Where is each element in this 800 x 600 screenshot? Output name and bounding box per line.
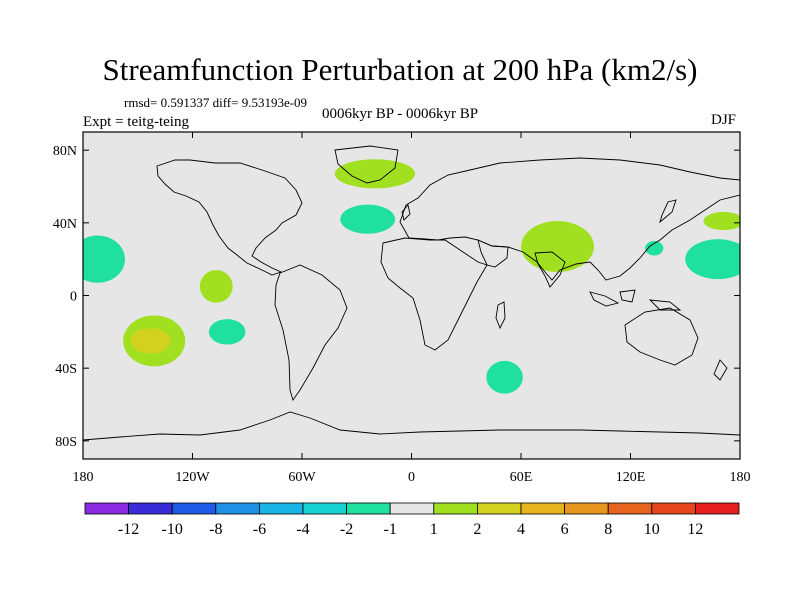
map-title: Streamfunction Perturbation at 200 hPa (… bbox=[102, 52, 698, 87]
colorbar-label: 8 bbox=[604, 521, 612, 538]
colorbar-label: 2 bbox=[473, 521, 481, 538]
lat-tick-label: 0 bbox=[70, 290, 77, 305]
anomaly-asia-positive bbox=[521, 221, 594, 272]
lon-tick-label: 180 bbox=[73, 470, 94, 485]
colorbar-swatch bbox=[564, 502, 609, 515]
coastline-madagascar bbox=[495, 301, 506, 330]
lon-tick-label: 0 bbox=[408, 470, 415, 485]
colorbar-label: -8 bbox=[209, 521, 222, 538]
coastline-north-america bbox=[156, 159, 303, 276]
colorbar-swatch bbox=[258, 502, 304, 515]
coastline-antarctica bbox=[83, 411, 740, 441]
experiment-label: Expt = teitg-teing bbox=[83, 114, 189, 130]
colorbar-label: -4 bbox=[296, 521, 309, 538]
lat-tick-label: 80N bbox=[53, 144, 77, 159]
lon-tick-label: 120W bbox=[175, 470, 210, 485]
colorbar-label: 4 bbox=[517, 521, 525, 538]
coastline-indonesia bbox=[589, 289, 682, 311]
colorbar-swatch bbox=[433, 502, 478, 515]
anomaly-southeast-pacific-negative bbox=[208, 319, 246, 345]
colorbar-swatch bbox=[171, 502, 217, 515]
colorbar-label: 6 bbox=[561, 521, 569, 538]
lon-tick-label: 180 bbox=[730, 470, 751, 485]
period-label: 0006kyr BP - 0006kyr BP bbox=[322, 106, 479, 122]
anomaly-east-pacific-positive bbox=[199, 270, 233, 303]
anomaly-north-atlantic-positive bbox=[334, 159, 416, 189]
colorbar-label: 10 bbox=[644, 521, 660, 538]
coastline-japan bbox=[659, 199, 677, 224]
lat-tick-label: 80S bbox=[55, 435, 77, 450]
coastline-layer bbox=[83, 145, 740, 441]
coastline-india bbox=[534, 251, 566, 288]
anomaly-layer bbox=[83, 159, 740, 394]
anomaly-south-pacific-core bbox=[130, 328, 171, 354]
coastline-new-zealand bbox=[713, 359, 728, 381]
colorbar-label: 1 bbox=[430, 521, 438, 538]
latitude-axis: 80N 40N 0 40S 80S bbox=[53, 144, 740, 450]
anomaly-central-pacific-negative bbox=[83, 235, 125, 283]
coastline-uk bbox=[401, 204, 411, 221]
colorbar-label: -1 bbox=[384, 521, 397, 538]
colorbar-label: -6 bbox=[253, 521, 266, 538]
colorbar-label: -2 bbox=[340, 521, 353, 538]
longitude-axis: 180 120W 60W 0 60E 120E 180 bbox=[73, 132, 751, 485]
colorbar-label: -10 bbox=[162, 521, 183, 538]
colorbar-swatch bbox=[346, 502, 391, 515]
colorbar-swatch bbox=[215, 502, 260, 515]
rmsd-stats: rmsd= 0.591337 diff= 9.53193e-09 bbox=[124, 95, 308, 110]
colorbar-swatch bbox=[389, 502, 435, 515]
anomaly-northwest-pacific-positive bbox=[703, 211, 740, 231]
map-background bbox=[83, 132, 740, 459]
anomaly-north-pacific-negative bbox=[685, 239, 740, 280]
coastline-australia bbox=[624, 307, 699, 366]
colorbar-swatch bbox=[651, 502, 696, 515]
colorbar-swatch bbox=[302, 502, 347, 515]
colorbar-swatch bbox=[607, 502, 653, 515]
lat-tick-label: 40S bbox=[55, 362, 77, 377]
lat-tick-label: 40N bbox=[53, 217, 77, 232]
colorbar-label: 12 bbox=[687, 521, 703, 538]
colorbar: -12 -10 -8 -6 -4 -2 -1 1 2 4 6 8 10 12 bbox=[84, 502, 740, 538]
anomaly-south-china-sea-negative bbox=[645, 241, 664, 256]
colorbar-swatch bbox=[84, 502, 129, 515]
coastline-africa bbox=[380, 237, 488, 351]
lon-tick-label: 60W bbox=[288, 470, 316, 485]
lon-tick-label: 60E bbox=[510, 470, 533, 485]
colorbar-label: -12 bbox=[118, 521, 139, 538]
anomaly-south-atlantic-indian-negative bbox=[486, 360, 523, 394]
lon-tick-label: 120E bbox=[616, 470, 646, 485]
season-label: DJF bbox=[711, 112, 737, 128]
colorbar-swatch bbox=[128, 502, 173, 515]
anomaly-north-atlantic-negative bbox=[340, 204, 396, 234]
colorbar-swatch bbox=[476, 502, 522, 515]
colorbar-swatch bbox=[695, 502, 740, 515]
colorbar-swatch bbox=[520, 502, 565, 515]
coastline-arabia bbox=[477, 239, 509, 268]
coastline-greenland bbox=[334, 145, 399, 184]
coastline-south-america bbox=[274, 264, 348, 402]
